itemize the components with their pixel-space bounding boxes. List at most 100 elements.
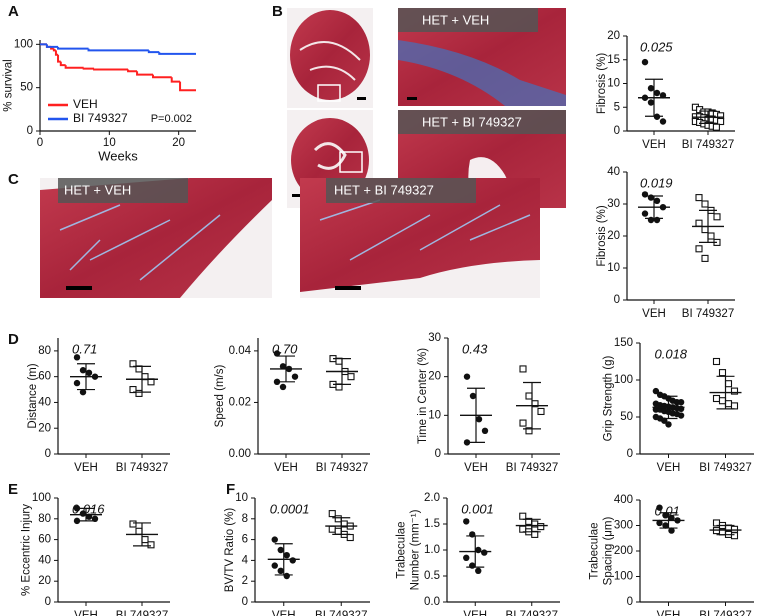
data-point (469, 562, 476, 569)
y-tick-label: 200 (614, 545, 633, 557)
y-tick-label: 0 (614, 294, 620, 306)
data-point (79, 388, 87, 396)
data-point (277, 567, 284, 574)
error-bar (522, 518, 541, 533)
y-axis-label: BV/TV Ratio (%) (224, 508, 236, 593)
x-tick-label: VEH (272, 610, 296, 616)
y-tick-label: 0.0 (424, 596, 440, 608)
y-axis-label: Trabeculae (396, 521, 408, 578)
y-tick-label: 5 (614, 101, 620, 113)
y-tick-label: 50 (620, 411, 633, 423)
x-tick-label: 20 (172, 137, 185, 149)
x-tick-label: VEH (464, 462, 488, 474)
y-tick-label: 50 (20, 82, 33, 94)
panel-label: B (272, 3, 283, 20)
survival-step (59, 61, 66, 67)
data-point (718, 397, 727, 405)
x-tick-label: BI 749327 (116, 610, 168, 616)
data-point (283, 572, 290, 580)
survival-step (147, 50, 160, 54)
y-axis-label: Number (mm⁻¹) (410, 509, 422, 590)
data-point (695, 194, 703, 202)
error-bar (659, 512, 678, 529)
error-bar (333, 358, 351, 385)
annotation: P=0.002 (151, 113, 192, 125)
x-tick-label: VEH (642, 308, 666, 320)
image-label: HET + VEH (422, 12, 489, 27)
data-point (641, 58, 649, 66)
y-axis-label: Fibrosis (%) (596, 53, 608, 115)
data-point (283, 552, 290, 559)
scale-bar (292, 194, 301, 197)
y-axis-label: Distance (m) (27, 363, 39, 428)
survival-step (45, 44, 59, 48)
data-point (481, 549, 488, 556)
data-point (717, 117, 725, 126)
y-tick-label: 10 (235, 492, 248, 504)
y-tick-label: 0 (27, 125, 33, 137)
image-label: HET + BI 749327 (422, 114, 522, 129)
data-point (718, 369, 727, 377)
y-tick-label: 0 (45, 448, 51, 460)
data-point (653, 197, 661, 204)
data-point (701, 254, 709, 262)
y-axis-label: Trabeculae (589, 522, 601, 579)
y-tick-label: 0 (242, 596, 248, 608)
data-point (656, 519, 663, 527)
y-tick-label: 100 (614, 374, 633, 386)
error-bar (523, 381, 541, 430)
survival-step (152, 74, 172, 79)
survival-step (158, 52, 196, 55)
y-tick-label: 4 (242, 554, 249, 566)
tissue-texture (313, 142, 347, 170)
y-tick-label: 1.5 (424, 518, 440, 530)
y-tick-label: 6 (242, 534, 248, 546)
y-tick-label: 20 (428, 371, 441, 383)
tissue-texture (299, 41, 361, 81)
y-tick-label: 8 (242, 513, 248, 525)
error-bar (133, 365, 151, 393)
data-point (652, 387, 660, 395)
data-point (647, 216, 655, 224)
y-tick-label: 10 (607, 78, 620, 90)
data-point (695, 219, 703, 227)
p-value: 0.01 (655, 503, 680, 518)
x-tick-label: BI 749327 (699, 610, 751, 616)
x-tick-label: VEH (657, 462, 681, 474)
scale-bar (407, 97, 417, 100)
data-point (677, 399, 685, 406)
x-tick-label: 10 (103, 137, 116, 149)
data-point (724, 400, 733, 408)
data-point (271, 536, 278, 543)
data-point (481, 427, 489, 434)
data-point (291, 373, 299, 380)
tissue-texture (59, 204, 221, 281)
p-value: 0.71 (72, 341, 97, 356)
y-tick-label: 0 (45, 596, 51, 608)
data-point (677, 412, 685, 419)
data-point (475, 416, 483, 423)
y-tick-label: 40 (607, 166, 620, 178)
data-point (519, 365, 527, 373)
data-point (653, 216, 661, 224)
error-bar (77, 363, 95, 391)
y-tick-label: 10 (607, 262, 620, 274)
data-point (668, 527, 675, 534)
x-tick-label: BI 749327 (682, 139, 734, 151)
y-tick-label: 20 (607, 230, 620, 242)
y-tick-label: 40 (38, 554, 51, 566)
y-tick-label: 20 (607, 30, 620, 42)
y-tick-label: 30 (428, 332, 441, 344)
data-point (712, 357, 721, 366)
y-tick-label: 0 (614, 125, 620, 137)
x-tick-label: VEH (463, 610, 487, 616)
p-value: 0.025 (640, 39, 673, 54)
heart-section (290, 10, 370, 100)
data-point (135, 527, 143, 535)
y-tick-label: 300 (614, 520, 633, 532)
data-point (662, 522, 669, 529)
data-point (661, 417, 668, 424)
data-point (713, 213, 721, 221)
error-bar (133, 522, 151, 547)
y-tick-label: 400 (614, 494, 633, 506)
